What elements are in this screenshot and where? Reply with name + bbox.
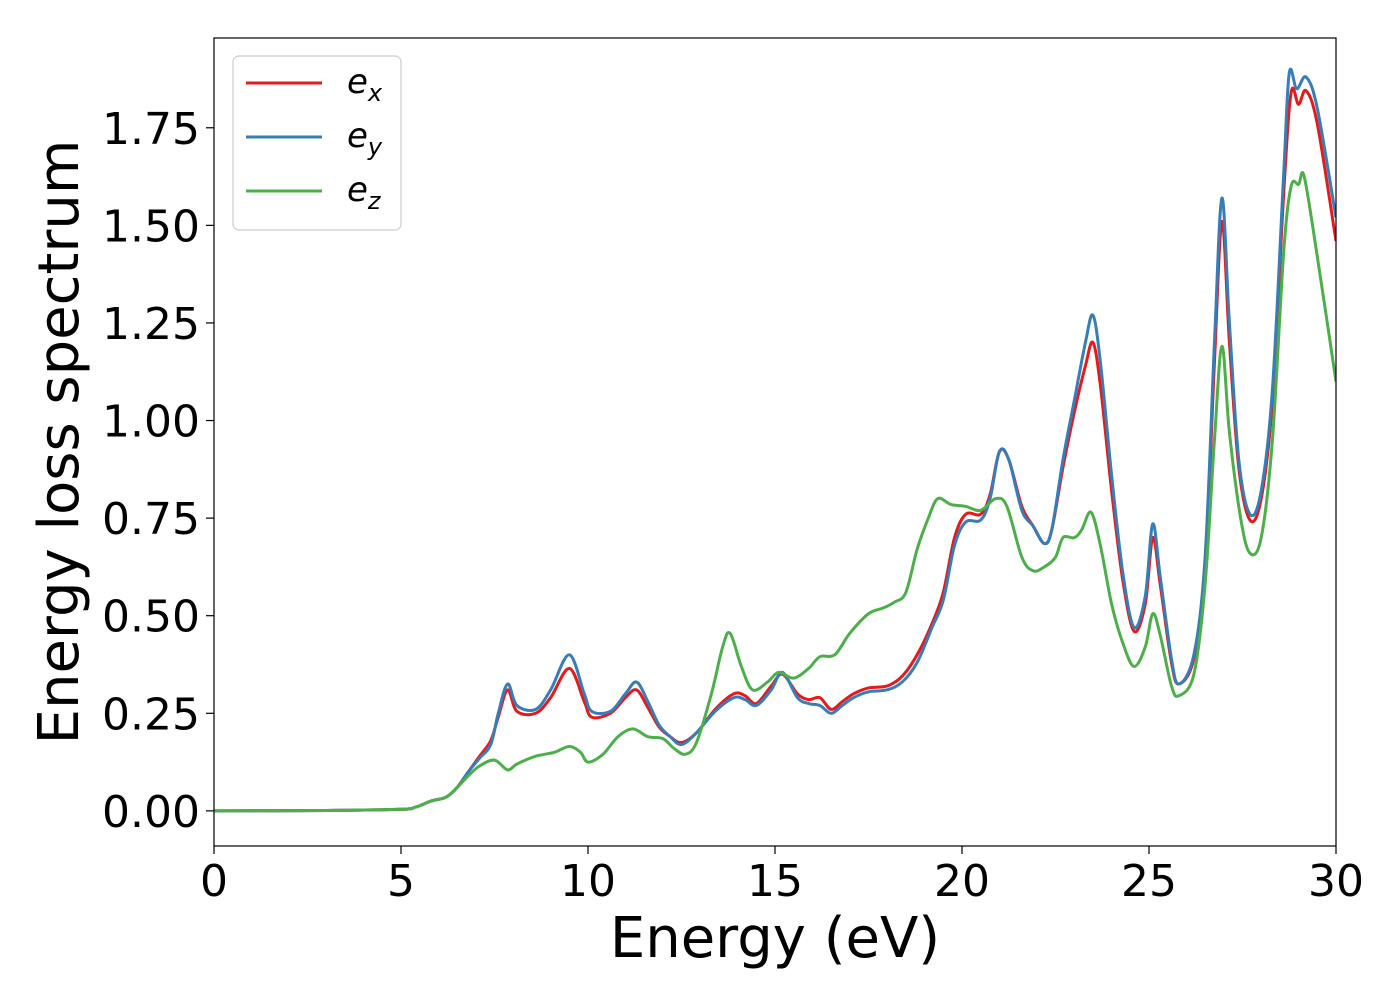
x-axis-ticks: 0 5 10 15 20 25 30: [200, 846, 1364, 907]
legend-label-base: e: [347, 116, 368, 156]
legend-label-base: e: [347, 62, 368, 102]
legend-label-subscript: y: [367, 133, 383, 161]
y-axis-ticks: 0.00 0.25 0.50 0.75 1.00 1.25 1.50 1.75: [102, 104, 214, 838]
y-tick-label: 0.75: [102, 494, 200, 545]
y-tick-label: 0.50: [102, 592, 200, 643]
legend-label-subscript: z: [367, 187, 382, 215]
legend-label: ex: [347, 62, 383, 107]
x-tick-label: 10: [560, 856, 616, 907]
legend-label-base: e: [347, 170, 368, 210]
x-tick-label: 25: [1121, 856, 1177, 907]
legend-box: [232, 55, 402, 231]
x-axis-label: Energy (eV): [610, 906, 940, 971]
legend-label: ey: [347, 116, 383, 161]
series-line-e-y: [214, 67, 1336, 813]
y-tick-label: 1.00: [102, 397, 200, 448]
y-tick-label: 1.50: [102, 201, 200, 252]
legend-label: ez: [347, 170, 382, 215]
x-tick-label: 0: [200, 856, 228, 907]
series-line-e-z: [214, 170, 1336, 813]
y-tick-label: 1.75: [102, 104, 200, 155]
x-tick-label: 20: [934, 856, 990, 907]
y-tick-label: 0.00: [102, 787, 200, 838]
y-axis-label: Energy loss spectrum: [27, 140, 92, 745]
legend-entry-e-z: ez: [246, 170, 382, 215]
y-tick-label: 1.25: [102, 299, 200, 350]
legend-label-subscript: x: [367, 79, 383, 107]
legend-entry-e-x: ex: [246, 62, 383, 107]
x-tick-label: 15: [747, 856, 803, 907]
x-tick-label: 5: [387, 856, 415, 907]
series-layer: [214, 67, 1336, 813]
legend-entry-e-y: ey: [246, 116, 383, 161]
y-tick-label: 0.25: [102, 689, 200, 740]
x-tick-label: 30: [1308, 856, 1364, 907]
